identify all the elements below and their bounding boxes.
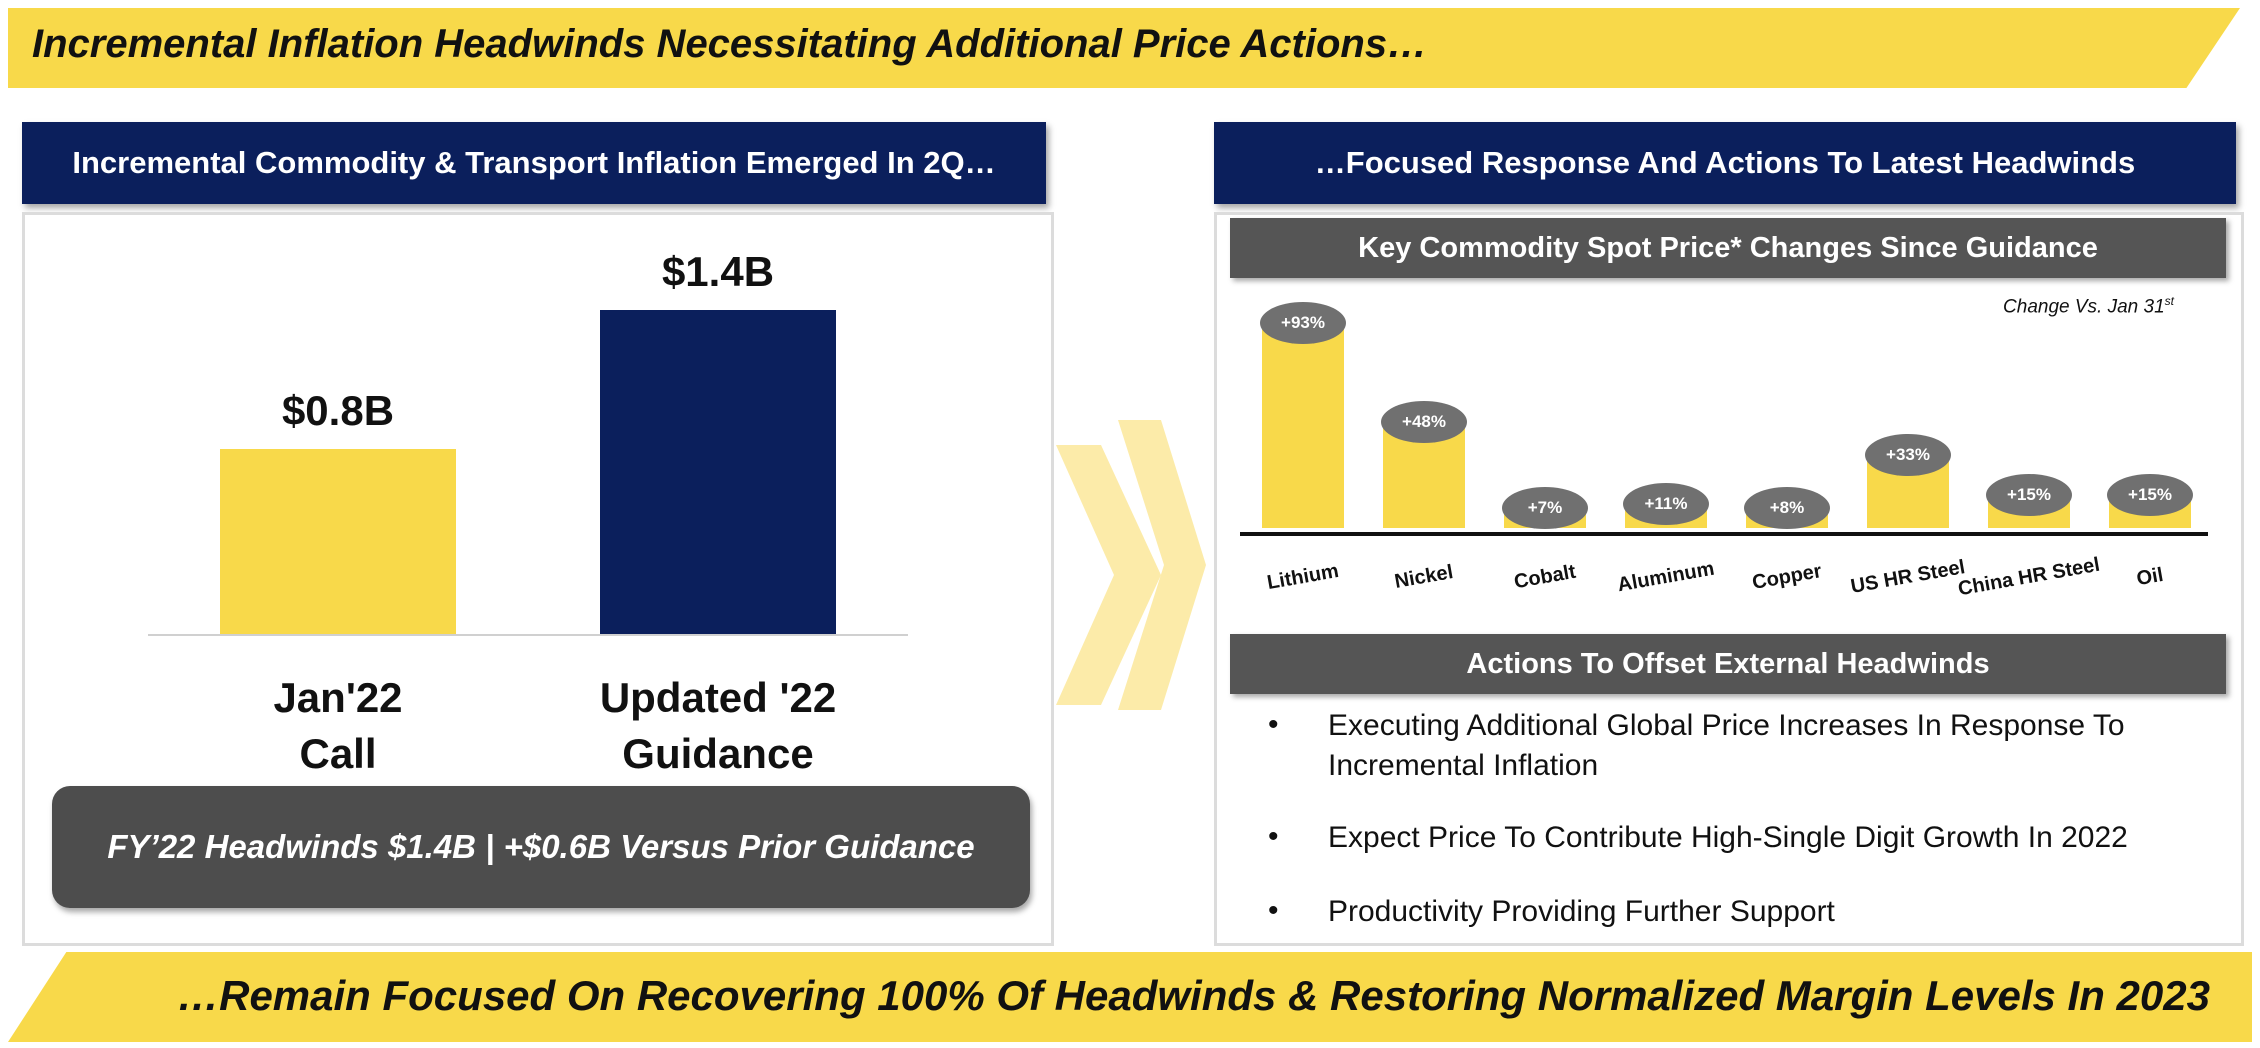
commodity-chart-baseline — [1240, 532, 2208, 536]
bullet-icon: • — [1268, 708, 1279, 741]
commodity-change-label: +15% — [1986, 473, 2072, 516]
bullet-icon: • — [1268, 820, 1279, 853]
actions-title: Actions To Offset External Headwinds — [1230, 634, 2226, 694]
top-banner: Incremental Inflation Headwinds Necessit… — [8, 8, 2240, 88]
chart-note-text: Change Vs. Jan 31 — [2003, 296, 2165, 318]
commodity-chart-title-text: Key Commodity Spot Price* Changes Since … — [1358, 231, 2098, 264]
headwind-bar — [220, 449, 456, 634]
commodity-bar — [1262, 323, 1344, 528]
headwind-category-label: Updated '22 Guidance — [599, 674, 837, 777]
commodity-chart-title: Key Commodity Spot Price* Changes Since … — [1230, 218, 2226, 278]
headwind-bar-label: $0.8B — [281, 387, 395, 434]
right-panel-header-text: …Focused Response And Actions To Latest … — [1314, 145, 2136, 180]
chart-note-sup: st — [2164, 294, 2174, 308]
left-panel-header: Incremental Commodity & Transport Inflat… — [22, 122, 1046, 204]
headwind-category-label: Jan'22 Call — [273, 674, 403, 777]
chart-baseline — [148, 634, 908, 636]
bullet-icon: • — [1268, 894, 1279, 927]
action-bullet-1: Executing Additional Global Price Increa… — [1328, 709, 2125, 782]
commodity-change-label: +33% — [1865, 434, 1951, 477]
commodity-change-label: +48% — [1381, 401, 1467, 444]
headwind-bar — [600, 310, 836, 634]
headwinds-callout-text: FY’22 Headwinds $1.4B | +$0.6B Versus Pr… — [107, 828, 975, 865]
commodity-change-label: +93% — [1260, 302, 1346, 344]
left-panel-header-text: Incremental Commodity & Transport Inflat… — [72, 145, 996, 180]
chart-note: Change Vs. Jan 31st — [2003, 294, 2174, 318]
chevron-arrows-icon — [1056, 420, 1206, 710]
action-bullet-3: Productivity Providing Further Support — [1328, 895, 1835, 928]
headwind-bar-label: $1.4B — [661, 248, 775, 296]
commodity-change-label: +15% — [2107, 473, 2193, 516]
action-bullet-2: Expect Price To Contribute High-Single D… — [1328, 821, 2128, 854]
top-banner-text: Incremental Inflation Headwinds Necessit… — [32, 22, 1428, 66]
commodity-change-label: +11% — [1623, 482, 1709, 525]
actions-title-text: Actions To Offset External Headwinds — [1466, 647, 1990, 680]
right-panel — [1214, 212, 2244, 946]
bottom-banner: …Remain Focused On Recovering 100% Of He… — [8, 952, 2252, 1042]
bottom-banner-text: …Remain Focused On Recovering 100% Of He… — [177, 972, 2210, 1019]
commodity-change-label: +8% — [1744, 487, 1830, 529]
commodity-change-label: +7% — [1502, 487, 1588, 529]
headwinds-callout: FY’22 Headwinds $1.4B | +$0.6B Versus Pr… — [52, 786, 1030, 908]
right-panel-header: …Focused Response And Actions To Latest … — [1214, 122, 2236, 204]
